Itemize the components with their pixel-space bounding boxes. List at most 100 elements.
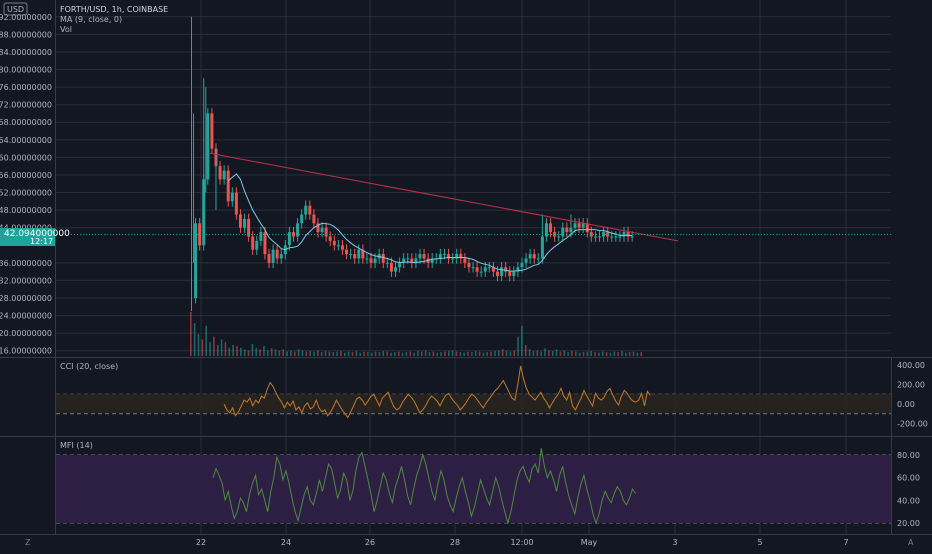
candle-body xyxy=(557,236,561,238)
time-tick-label: 5 xyxy=(757,538,762,547)
candle-body xyxy=(385,262,389,264)
price-tick-label: 52.00000000 xyxy=(0,189,52,198)
candle-body xyxy=(275,249,279,259)
volume-layer xyxy=(190,312,643,356)
last-price-marker[interactable] xyxy=(0,228,55,246)
volume-bar xyxy=(405,352,408,356)
candle-body xyxy=(206,113,210,180)
time-tick-label: May xyxy=(581,538,598,547)
volume-bar xyxy=(601,351,604,356)
candle-body xyxy=(512,271,516,277)
volume-bar xyxy=(390,352,392,356)
volume-bar xyxy=(509,351,512,356)
auto-scale-icon[interactable]: A xyxy=(908,538,914,547)
candle-body xyxy=(483,267,487,272)
candle-body xyxy=(430,258,434,263)
volume-bar xyxy=(394,352,396,356)
candle-body xyxy=(459,254,463,259)
candle-body xyxy=(496,271,499,277)
volume-bar xyxy=(324,351,327,356)
price-tick-label: 28.00000000 xyxy=(0,294,52,303)
candle-body xyxy=(222,170,226,180)
volume-bar xyxy=(444,351,446,356)
candle-body xyxy=(198,223,202,246)
candle-body xyxy=(475,267,479,272)
candle-body xyxy=(340,245,344,250)
volume-bar xyxy=(201,339,204,356)
price-tick-label: 16.00000000 xyxy=(0,347,52,356)
time-tick-label: 22 xyxy=(196,538,206,547)
ma-line xyxy=(227,173,633,272)
volume-bar xyxy=(586,351,589,356)
price-tick-label: 48.00000000 xyxy=(0,206,52,215)
volume-bar xyxy=(459,352,462,356)
candle-body xyxy=(259,232,263,241)
mfi-tick-label: 80.00 xyxy=(897,451,920,460)
volume-bar xyxy=(505,351,508,356)
candle-body xyxy=(618,236,622,238)
volume-bar xyxy=(336,351,338,356)
volume-bar xyxy=(317,350,319,356)
volume-bar xyxy=(571,351,573,356)
ma-legend[interactable]: MA (9, close, 0) xyxy=(60,15,122,24)
volume-bar xyxy=(617,352,619,356)
price-tick-label: 64.00000000 xyxy=(0,136,52,145)
volume-bar xyxy=(247,350,250,356)
mfi-tick-label: 20.00 xyxy=(897,519,920,528)
volume-bar xyxy=(263,346,265,356)
candle-body xyxy=(561,227,565,237)
candle-body xyxy=(357,249,361,259)
candle-body xyxy=(463,258,467,263)
volume-bar xyxy=(236,346,238,356)
candle-body xyxy=(389,262,393,272)
vol-legend[interactable]: Vol xyxy=(60,25,72,34)
volume-bar xyxy=(548,350,550,356)
candle-body xyxy=(332,240,336,246)
volume-bar xyxy=(471,352,473,356)
volume-bar xyxy=(463,352,465,356)
volume-bar xyxy=(401,352,404,356)
volume-bar xyxy=(397,351,400,356)
candle-body xyxy=(263,232,267,255)
zoom-icon[interactable]: Z xyxy=(25,538,31,547)
countdown-value: 12:17 xyxy=(30,237,53,246)
volume-bar xyxy=(490,351,492,356)
price-tick-label: 92.00000000 xyxy=(0,13,52,22)
candle-body xyxy=(573,223,577,228)
candle-body xyxy=(491,267,495,272)
volume-bar xyxy=(625,352,627,356)
chart-title[interactable]: FORTH/USD, 1h, COINBASE xyxy=(60,5,168,14)
candle-body xyxy=(418,254,422,259)
volume-bar xyxy=(282,349,284,356)
candle-body xyxy=(218,166,222,180)
volume-bar xyxy=(421,351,423,356)
volume-bar xyxy=(216,345,219,356)
volume-bar xyxy=(240,347,242,356)
volume-bar xyxy=(440,352,442,356)
candle-body xyxy=(438,254,442,259)
volume-bar xyxy=(332,352,335,356)
cci-legend[interactable]: CCI (20, close) xyxy=(60,362,118,371)
price-tick-label: 24.00000000 xyxy=(0,312,52,321)
mfi-tick-label: 40.00 xyxy=(897,496,920,505)
volume-bar xyxy=(386,351,388,356)
volume-bar xyxy=(370,352,373,356)
price-tick-label: 36.00000000 xyxy=(0,259,52,268)
volume-bar xyxy=(224,342,227,356)
time-tick-label: 3 xyxy=(672,538,677,547)
candle-body xyxy=(308,205,312,215)
volume-bar xyxy=(540,351,542,356)
price-tick-label: 20.00000000 xyxy=(0,329,52,338)
currency-badge[interactable] xyxy=(3,2,28,16)
candle-body xyxy=(406,258,410,260)
cci-line xyxy=(223,365,651,419)
mfi-legend[interactable]: MFI (14) xyxy=(60,441,93,450)
candle-body xyxy=(402,258,406,263)
cci-band xyxy=(56,394,891,413)
candle-body xyxy=(414,258,418,263)
mfi-layer xyxy=(212,448,637,525)
candle-body xyxy=(271,249,275,263)
volume-bar xyxy=(517,336,519,356)
volume-bar xyxy=(293,351,296,356)
